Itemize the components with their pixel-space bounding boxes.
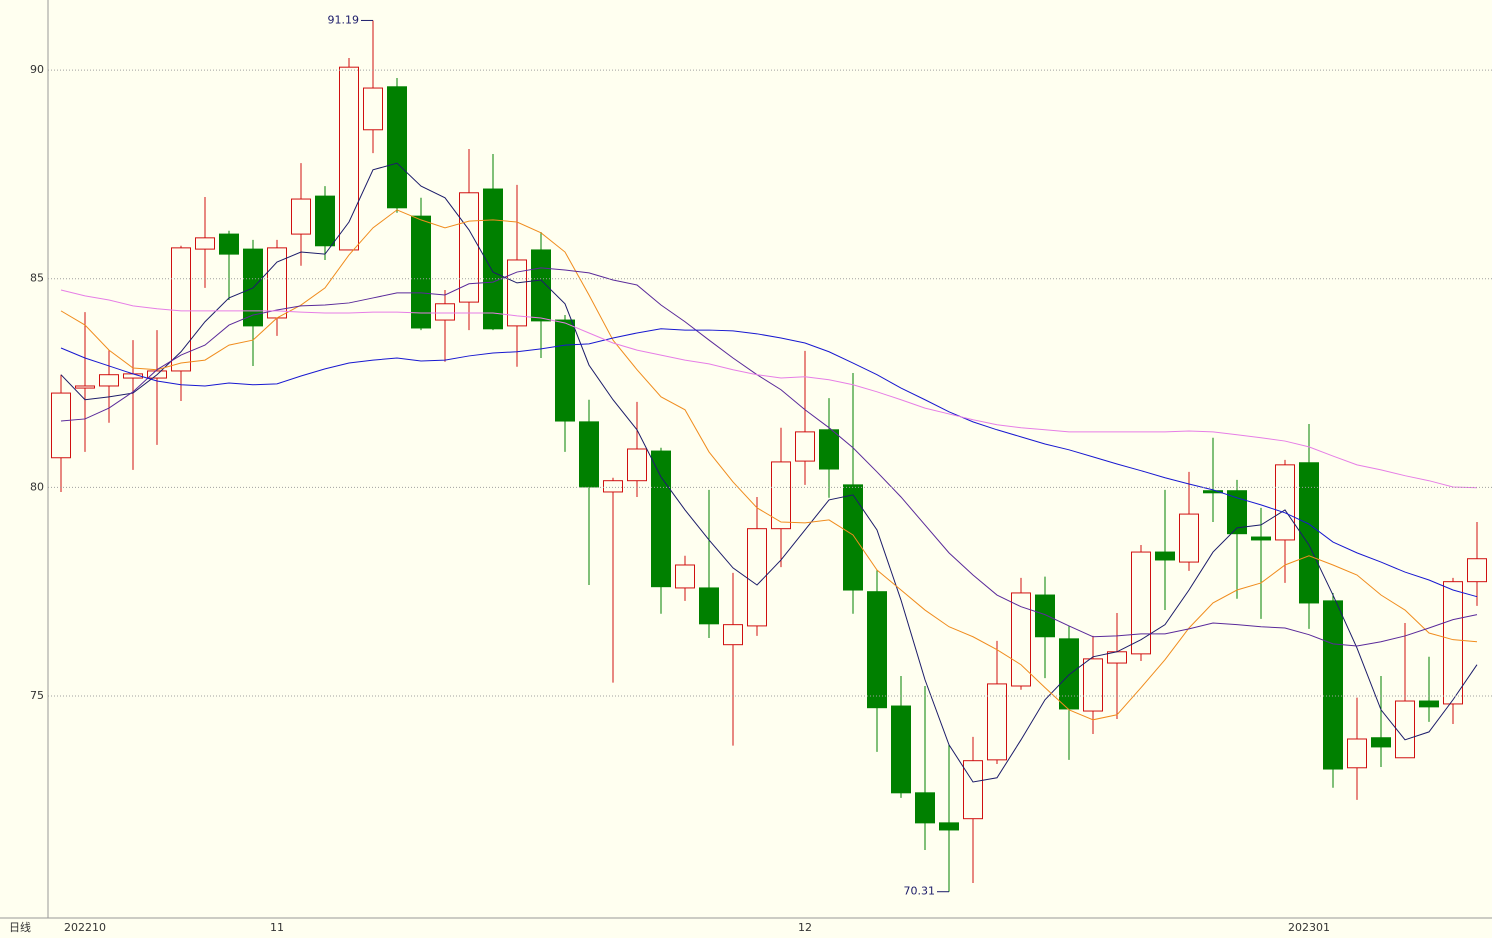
candle-body <box>651 450 671 588</box>
candle-body <box>195 237 215 250</box>
candle-body <box>1179 513 1199 563</box>
candle-body <box>99 374 119 387</box>
moving-average-line <box>60 289 1478 489</box>
candle-body <box>771 461 791 530</box>
period-label: 日线 <box>9 920 31 934</box>
candle-body <box>939 822 959 831</box>
candle-body <box>483 188 503 330</box>
y-tick-label: 85 <box>30 272 44 285</box>
candle-body <box>1059 638 1079 710</box>
candle-body <box>219 233 239 255</box>
y-tick-label: 80 <box>30 480 44 493</box>
candle-body <box>291 198 311 235</box>
candle-body <box>459 192 479 303</box>
candle-body <box>1275 464 1295 541</box>
moving-average-line <box>60 162 1478 783</box>
candle-body <box>747 528 767 627</box>
candle-body <box>1323 600 1343 770</box>
candle-body <box>75 385 95 389</box>
candle-body <box>267 247 287 319</box>
moving-average-line <box>60 209 1478 721</box>
candle-body <box>1299 462 1319 604</box>
plot-area <box>51 20 1487 892</box>
candle-body <box>339 66 359 251</box>
candle-body <box>915 792 935 824</box>
candle-body <box>363 87 383 131</box>
moving-average-line <box>60 328 1478 598</box>
candle-body <box>627 448 647 482</box>
candle-body <box>795 431 815 462</box>
max-annotation: 91.19 <box>328 13 360 26</box>
candle-body <box>1419 700 1439 708</box>
candle-body <box>699 587 719 625</box>
candle-body <box>603 480 623 493</box>
candle-body <box>1395 700 1415 759</box>
x-tick-label: 202210 <box>64 921 106 934</box>
candle-body <box>1035 594 1055 638</box>
x-tick-label: 11 <box>270 921 284 934</box>
candle-body <box>1011 592 1031 687</box>
moving-average-line <box>60 267 1478 647</box>
candle-body <box>675 564 695 589</box>
candle-body <box>555 319 575 422</box>
x-tick-label: 202301 <box>1288 921 1330 934</box>
min-annotation: 70.31 <box>904 885 936 898</box>
candle-body <box>723 624 743 646</box>
candle-body <box>579 421 599 488</box>
candle-body <box>867 591 887 709</box>
candle-body <box>411 215 431 329</box>
candle-body <box>1083 658 1103 712</box>
candle-body <box>387 86 407 209</box>
candle-body <box>531 249 551 322</box>
candle-body <box>507 259 527 327</box>
candle-body <box>1227 490 1247 535</box>
candle-body <box>1443 581 1463 705</box>
candle-body <box>891 705 911 794</box>
candle-body <box>315 195 335 247</box>
candle-body <box>51 392 71 459</box>
candle-body <box>1251 536 1271 541</box>
candle-body <box>1203 490 1223 494</box>
y-tick-label: 90 <box>30 63 44 76</box>
candle-body <box>963 760 983 820</box>
candle-body <box>1347 738 1367 769</box>
candle-body <box>987 683 1007 761</box>
x-tick-label: 12 <box>798 921 812 934</box>
candle-body <box>1467 558 1487 583</box>
candle-body <box>1131 551 1151 655</box>
candle-body <box>1155 551 1175 561</box>
candle-body <box>819 429 839 470</box>
candle-body <box>1371 737 1391 748</box>
candle-body <box>171 247 191 372</box>
y-tick-label: 75 <box>30 689 44 702</box>
candle-body <box>843 484 863 591</box>
candle-body <box>435 303 455 321</box>
